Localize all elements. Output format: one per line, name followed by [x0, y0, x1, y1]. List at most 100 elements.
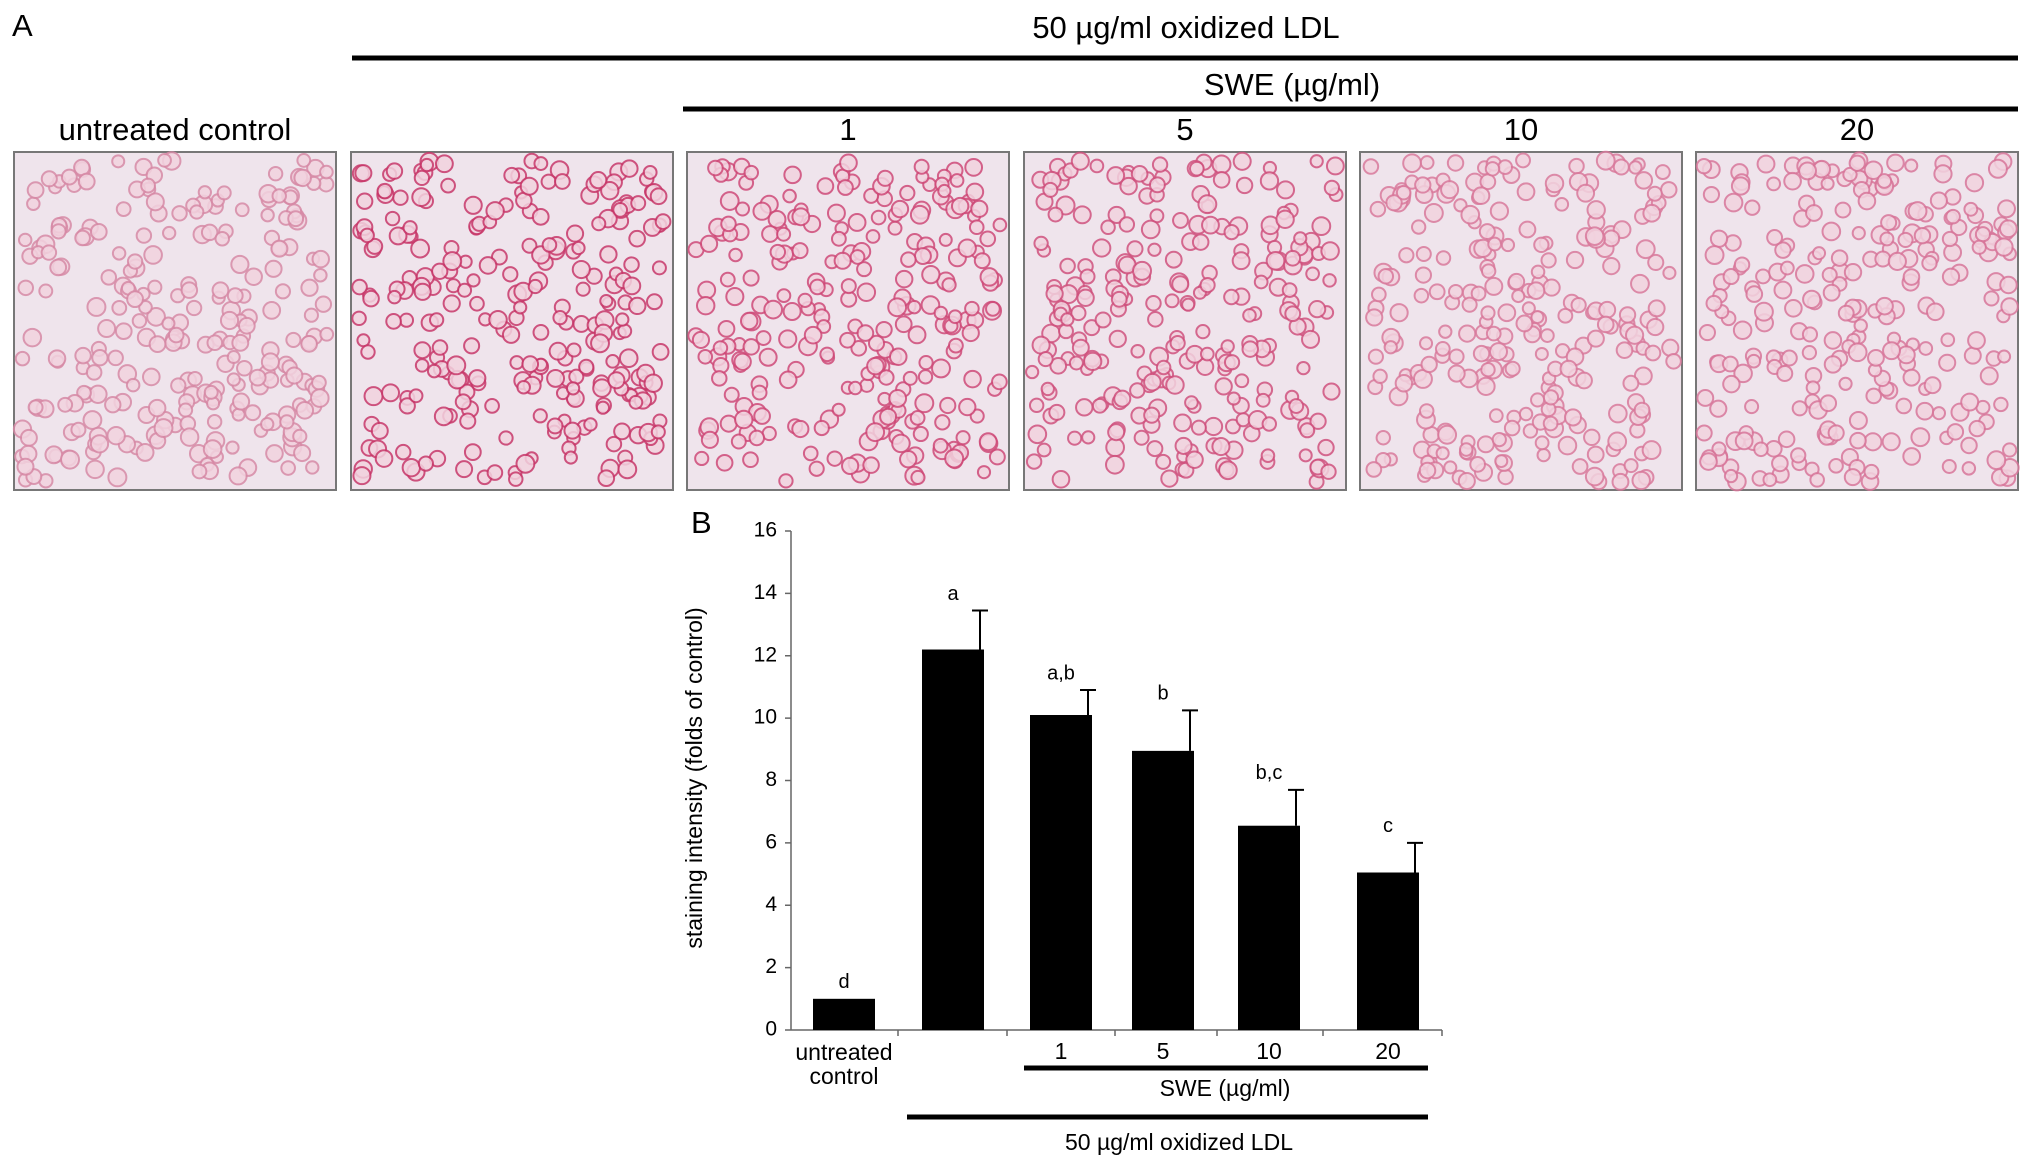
- cell: [1419, 336, 1434, 351]
- cell: [148, 335, 167, 354]
- cell: [1575, 371, 1593, 390]
- cell: [1284, 305, 1302, 323]
- cell: [225, 440, 240, 455]
- cell: [50, 223, 67, 240]
- cell: [902, 370, 918, 386]
- cell: [717, 319, 736, 338]
- cell: [1037, 351, 1054, 368]
- micrograph: [1695, 151, 2020, 492]
- cell: [86, 296, 107, 317]
- cell: [413, 341, 432, 360]
- cell: [728, 247, 743, 263]
- cell: [563, 421, 582, 440]
- cell: [1296, 360, 1311, 376]
- cell: [1261, 416, 1278, 432]
- cell: [1320, 241, 1340, 261]
- cell: [1484, 161, 1501, 177]
- cell: [455, 460, 474, 479]
- cell: [1129, 382, 1146, 399]
- cell: [711, 370, 728, 387]
- cell: [949, 173, 965, 188]
- cell: [1960, 392, 1980, 412]
- cell: [617, 459, 638, 480]
- cell: [1079, 268, 1096, 285]
- cell: [1886, 153, 1905, 173]
- cell: [1902, 447, 1922, 466]
- cell: [265, 444, 284, 463]
- cell: [743, 164, 760, 181]
- cell: [271, 188, 287, 204]
- cell: [1698, 323, 1717, 342]
- cell: [1045, 284, 1064, 303]
- cell: [1460, 204, 1481, 225]
- cell: [1830, 249, 1849, 267]
- cell: [939, 396, 957, 415]
- cell: [1478, 223, 1496, 241]
- cell: [979, 230, 997, 248]
- cell: [1867, 348, 1885, 367]
- cell: [1489, 201, 1510, 221]
- cell: [1790, 447, 1807, 464]
- cell: [262, 300, 282, 320]
- cell: [763, 299, 784, 320]
- cell: [826, 450, 843, 467]
- cell: [541, 237, 558, 253]
- cell: [509, 355, 525, 370]
- cell: [1411, 219, 1427, 235]
- cell: [1389, 303, 1409, 323]
- cell: [236, 359, 253, 377]
- cell: [1308, 300, 1327, 319]
- cell: [1211, 436, 1231, 457]
- cell: [1143, 372, 1162, 392]
- cell: [1042, 181, 1059, 198]
- cell: [82, 410, 103, 430]
- cell: [1365, 461, 1383, 478]
- cell: [1226, 391, 1241, 406]
- cell: [1171, 275, 1190, 294]
- cell: [1484, 276, 1504, 296]
- cell: [1212, 170, 1231, 189]
- cell: [1051, 470, 1071, 489]
- cell: [1918, 341, 1934, 356]
- cell: [875, 320, 893, 339]
- cell: [147, 279, 163, 295]
- dose-group-label: SWE (µg/ml): [1160, 1075, 1291, 1101]
- cell: [992, 217, 1008, 233]
- cell: [767, 210, 787, 229]
- cell: [1418, 403, 1435, 419]
- cell: [1940, 332, 1956, 348]
- cell: [866, 356, 885, 376]
- cell: [1766, 229, 1784, 246]
- cell: [1515, 314, 1534, 333]
- cell: [1536, 447, 1551, 463]
- cell: [1288, 398, 1305, 414]
- cell: [876, 169, 894, 187]
- cell: [921, 264, 941, 285]
- cell: [552, 310, 568, 326]
- cell: [1794, 264, 1815, 284]
- cell: [197, 185, 212, 200]
- cell: [428, 312, 445, 328]
- cell: [563, 450, 578, 465]
- cell: [1746, 353, 1762, 369]
- cell: [180, 281, 199, 299]
- cell: [1497, 468, 1514, 486]
- cell: [293, 168, 312, 188]
- cell: [1542, 415, 1559, 432]
- cell: [979, 267, 1000, 287]
- column-label: 5: [1176, 112, 1193, 147]
- cell: [1191, 233, 1210, 251]
- cell: [532, 323, 550, 341]
- cell: [1611, 472, 1630, 491]
- cell: [1798, 161, 1818, 181]
- cell: [1647, 253, 1665, 271]
- cell: [1933, 164, 1953, 184]
- cell: [1181, 297, 1196, 312]
- cell: [1644, 344, 1662, 362]
- cell: [153, 418, 174, 438]
- cell: [753, 407, 771, 425]
- cell: [1910, 427, 1931, 448]
- cell: [1293, 231, 1308, 246]
- cell: [950, 196, 970, 216]
- cell: [274, 283, 292, 300]
